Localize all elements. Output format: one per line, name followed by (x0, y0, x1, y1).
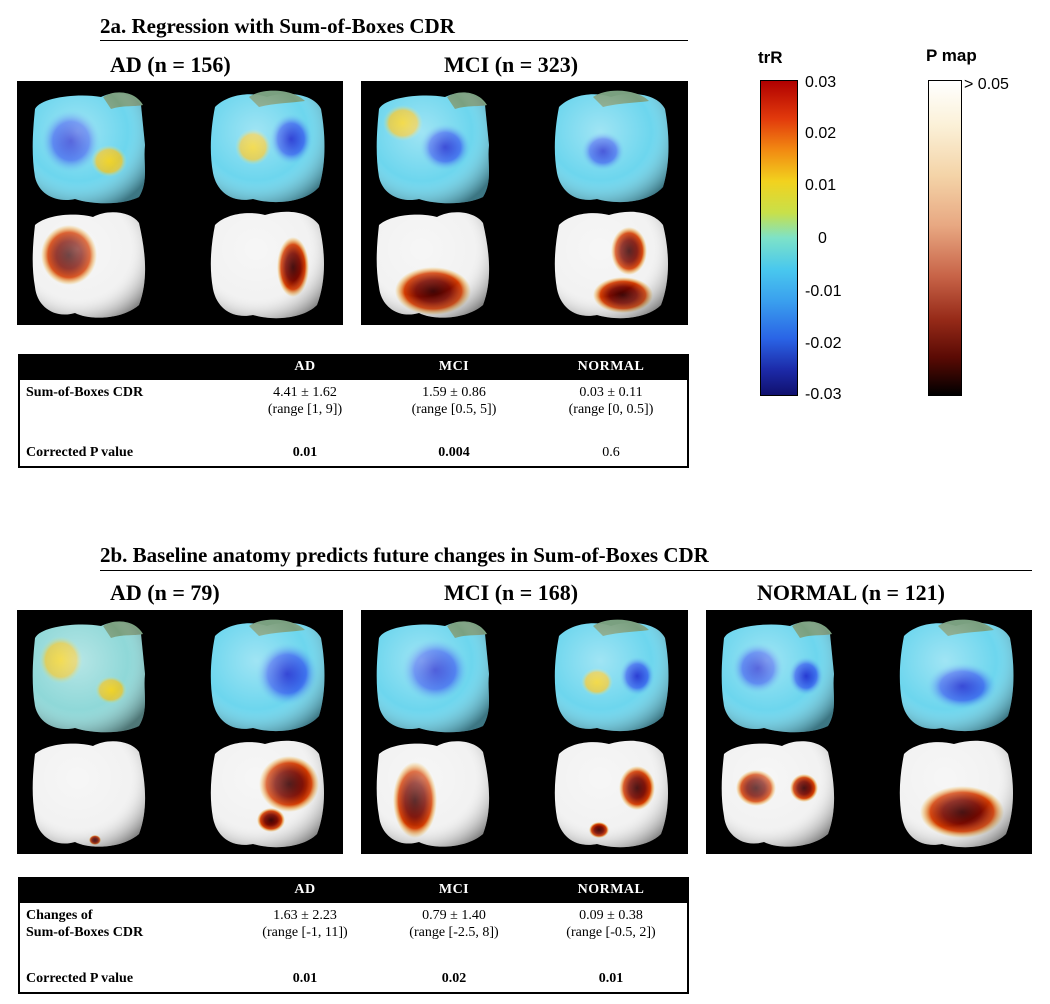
cell-ad-range: (range [-1, 11]) (262, 925, 348, 940)
section-b-group-normal-title: NORMAL (n = 121) (757, 580, 945, 605)
cell-mci-value: 1.59 ± 0.86 (422, 385, 486, 400)
brain-pmap-right (899, 740, 1013, 848)
row-label-corrected-p: Corrected P value (26, 445, 134, 460)
brain-trR-right (554, 90, 669, 203)
trR-tick-0: 0.03 (805, 74, 837, 91)
brain-trR-right (210, 90, 325, 203)
cell-ad-p: 0.01 (292, 971, 318, 986)
row-label-changes-line1: Changes of (26, 908, 93, 923)
cell-mci-range: (range [0.5, 5]) (411, 402, 497, 417)
brain-pmap-left (721, 741, 835, 847)
row-label-changes-line2: Sum-of-Boxes CDR (26, 925, 144, 940)
brain-pmap-left (32, 741, 146, 847)
cell-mci-p: 0.004 (438, 445, 470, 460)
brain-pmap-right (554, 740, 668, 848)
section-a-group-mci-title: MCI (n = 323) (444, 52, 579, 77)
cell-normal-p: 0.01 (598, 971, 624, 986)
cell-normal-value: 0.09 ± 0.38 (579, 908, 643, 923)
section-a-rule (100, 40, 688, 41)
brain-trR-left (32, 621, 145, 733)
trR-tick-2: 0.01 (805, 177, 837, 194)
brain-trR-right (899, 619, 1014, 732)
brain-trR-right (210, 619, 325, 732)
section-a-title: 2a. Regression with Sum-of-Boxes CDR (100, 14, 455, 38)
section-a-group-ad-title: AD (n = 156) (110, 52, 231, 77)
trR-tick-4: -0.01 (805, 283, 842, 300)
cell-mci-p: 0.02 (441, 971, 467, 986)
cell-mci-range: (range [-2.5, 8]) (409, 925, 499, 940)
section-b-rule (100, 570, 1032, 571)
row-label-sum-of-boxes: Sum-of-Boxes CDR (26, 385, 144, 400)
section-b-normal-brain-panel (706, 610, 1032, 854)
table-header (20, 356, 687, 380)
brain-pmap-right (554, 211, 668, 319)
brain-pmap-left (376, 212, 490, 318)
cell-mci-value: 0.79 ± 1.40 (422, 908, 486, 923)
section-b-table: AD MCI NORMAL Changes of Sum-of-Boxes CD… (18, 877, 689, 994)
brain-pmap-left (376, 741, 490, 847)
brain-trR-right (554, 619, 669, 732)
trR-colorbar (760, 80, 798, 396)
section-b-mci-brain-panel (361, 610, 688, 854)
cell-normal-range: (range [0, 0.5]) (568, 402, 654, 417)
cell-ad-value: 4.41 ± 1.62 (273, 385, 337, 400)
brain-pmap-right (210, 740, 324, 848)
section-a-table: AD MCI NORMAL Sum-of-Boxes CDR 4.41 ± 1.… (18, 354, 689, 468)
pmap-top-label: > 0.05 (964, 76, 1009, 93)
brain-pmap-left (32, 212, 146, 318)
table-header-mci: MCI (438, 882, 470, 897)
trR-tick-5: -0.02 (805, 335, 842, 352)
section-b-group-mci-title: MCI (n = 168) (444, 580, 579, 605)
table-header-ad: AD (294, 882, 316, 897)
brain-trR-left (32, 92, 145, 204)
cell-ad-value: 1.63 ± 2.23 (273, 908, 337, 923)
cell-normal-range: (range [-0.5, 2]) (566, 925, 656, 940)
pmap-colorbar-title: P map (926, 46, 977, 65)
table-header (20, 879, 687, 903)
brain-trR-left (376, 92, 489, 204)
table-header-normal: NORMAL (577, 882, 645, 897)
trR-tick-1: 0.02 (805, 125, 837, 142)
section-a-mci-brain-panel (361, 81, 688, 325)
table-header-ad: AD (294, 359, 316, 374)
cell-normal-p: 0.6 (602, 445, 620, 460)
trR-tick-3: 0 (818, 230, 827, 247)
trR-colorbar-title: trR (758, 48, 783, 67)
table-header-mci: MCI (438, 359, 470, 374)
section-b-group-ad-title: AD (n = 79) (110, 580, 220, 605)
trR-tick-6: -0.03 (805, 386, 842, 403)
section-a-ad-brain-panel (17, 81, 343, 325)
cell-ad-range: (range [1, 9]) (267, 402, 343, 417)
pmap-colorbar (928, 80, 962, 396)
cell-normal-value: 0.03 ± 0.11 (579, 385, 643, 400)
table-header-normal: NORMAL (577, 359, 645, 374)
cell-ad-p: 0.01 (292, 445, 318, 460)
row-label-corrected-p: Corrected P value (26, 971, 134, 986)
section-b-ad-brain-panel (17, 610, 343, 854)
brain-trR-left (721, 621, 834, 733)
brain-trR-left (376, 621, 489, 733)
section-b-title: 2b. Baseline anatomy predicts future cha… (100, 543, 709, 567)
brain-pmap-right (210, 211, 324, 319)
